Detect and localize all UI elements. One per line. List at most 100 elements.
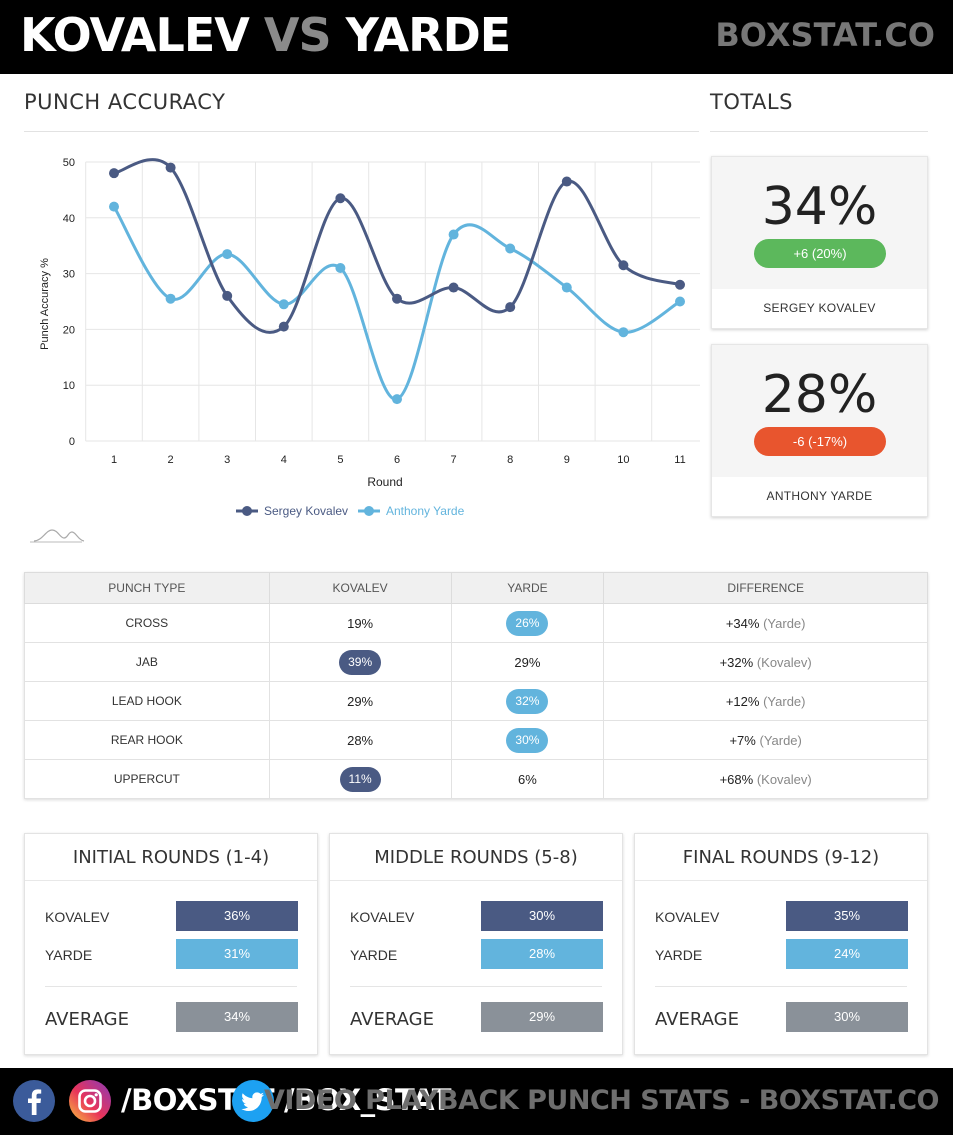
table-row: LEAD HOOK 29% 32% +12% (Yarde) — [24, 681, 928, 721]
round-card: INITIAL ROUNDS (1-4) KOVALEV 36% YARDE 31% AV… — [24, 833, 318, 1055]
data-point[interactable] — [448, 229, 459, 240]
legend-label[interactable]: Sergey Kovalev — [264, 504, 348, 518]
data-point[interactable] — [561, 176, 572, 187]
data-point[interactable] — [618, 260, 629, 271]
x-tick-label: 6 — [394, 454, 400, 466]
round-average-bar: 29% — [481, 1002, 603, 1032]
round-card-divider — [655, 986, 907, 987]
yarde-cell: 32% — [450, 681, 605, 721]
round-kovalev-label: KOVALEV — [350, 909, 415, 925]
x-tick-label: 7 — [451, 454, 457, 466]
table-header-difference: DIFFERENCE — [603, 572, 928, 604]
chart-grid — [85, 161, 700, 442]
round-yarde-bar: 31% — [176, 939, 298, 969]
data-point[interactable] — [165, 293, 176, 304]
data-point[interactable] — [675, 296, 685, 307]
legend-swatch-marker — [364, 506, 374, 516]
difference-cell: +12% (Yarde) — [603, 681, 928, 721]
data-point[interactable] — [561, 282, 572, 293]
round-average-bar: 34% — [176, 1002, 298, 1032]
x-tick-label: 10 — [617, 454, 629, 466]
round-card-divider — [45, 986, 297, 987]
data-point[interactable] — [278, 299, 289, 310]
x-tick-label: 4 — [281, 454, 287, 466]
punch-accuracy-chart: 0 10 20 30 40 50 1 2 3 4 5 6 7 8 9 10 11 Punch Accuracy… — [30, 157, 700, 543]
data-point[interactable] — [335, 193, 346, 204]
footer-handle-box-stat[interactable]: /BOX_STAT — [284, 1083, 452, 1117]
total-card-top: 34% +6 (20%) — [712, 157, 927, 289]
totals-section-title: TOTALS — [710, 90, 793, 114]
data-point[interactable] — [675, 279, 685, 290]
punch-type-cell: JAB — [24, 642, 270, 682]
round-card: FINAL ROUNDS (9-12) KOVALEV 35% YARDE 24% AVE… — [634, 833, 928, 1055]
chart-series — [109, 158, 685, 405]
facebook-icon[interactable] — [12, 1079, 56, 1123]
table-header-punch-type: PUNCH TYPE — [24, 572, 270, 604]
title-name-left: KOVALEV — [20, 8, 250, 62]
data-point[interactable] — [448, 282, 459, 293]
difference-leader: (Kovalev) — [756, 654, 812, 670]
data-point[interactable] — [392, 293, 402, 304]
legend-label[interactable]: Anthony Yarde — [386, 504, 465, 518]
yarde-highlight-pill: 32% — [506, 688, 549, 714]
y-tick-label: 0 — [69, 436, 75, 448]
y-tick-label: 40 — [63, 213, 75, 225]
difference-cell: +32% (Kovalev) — [603, 642, 928, 682]
data-point[interactable] — [505, 243, 516, 254]
yarde-cell: 26% — [450, 603, 605, 643]
punch-type-cell: CROSS — [24, 603, 270, 643]
yarde-cell: 29% — [450, 642, 605, 682]
data-point[interactable] — [278, 321, 289, 332]
data-point[interactable] — [109, 168, 119, 179]
chart-x-label: Round — [367, 475, 402, 489]
round-yarde-bar: 24% — [786, 939, 908, 969]
data-point[interactable] — [505, 302, 516, 313]
y-tick-label: 10 — [63, 380, 75, 392]
round-card-title: INITIAL ROUNDS (1-4) — [25, 834, 317, 881]
total-percent: 34% — [761, 177, 878, 237]
difference-leader: (Yarde) — [763, 693, 806, 709]
x-tick-label: 2 — [168, 454, 174, 466]
round-kovalev-label: KOVALEV — [655, 909, 720, 925]
chart-y-label: Punch Accuracy % — [39, 258, 51, 350]
accuracy-section-title: PUNCH ACCURACY — [24, 90, 226, 114]
x-tick-label: 8 — [507, 454, 513, 466]
y-tick-label: 50 — [63, 157, 75, 169]
round-yarde-bar: 28% — [481, 939, 603, 969]
table-row: JAB 39% 29% +32% (Kovalev) — [24, 642, 928, 682]
data-point[interactable] — [222, 290, 233, 301]
round-card-title: FINAL ROUNDS (9-12) — [635, 834, 927, 881]
kovalev-highlight-pill: 39% — [339, 649, 382, 675]
data-point[interactable] — [392, 394, 402, 405]
title-vs: VS — [263, 8, 332, 62]
series-line — [113, 158, 681, 334]
difference-value: +7% — [729, 732, 756, 748]
yarde-value: 6% — [518, 771, 537, 787]
round-kovalev-bar: 36% — [176, 901, 298, 931]
data-point[interactable] — [618, 327, 629, 338]
punch-type-table: PUNCH TYPE KOVALEV YARDE DIFFERENCE CROS… — [24, 572, 928, 799]
yarde-cell: 6% — [450, 759, 605, 799]
footer: /BOXSTAT /BOX_STAT VIDEO PLAYBACK PUNCH … — [0, 1068, 953, 1135]
data-point[interactable] — [165, 162, 176, 173]
brand-logo[interactable]: BOXSTAT.CO — [715, 16, 935, 54]
difference-value: +34% — [725, 615, 760, 631]
round-card-title: MIDDLE ROUNDS (5-8) — [330, 834, 622, 881]
data-point[interactable] — [222, 249, 233, 260]
kovalev-value: 19% — [347, 615, 374, 631]
table-header-row: PUNCH TYPE KOVALEV YARDE DIFFERENCE — [24, 572, 928, 604]
table-header-yarde: YARDE — [450, 572, 605, 604]
kovalev-value: 29% — [347, 693, 374, 709]
difference-value: +32% — [719, 654, 754, 670]
data-point[interactable] — [335, 263, 346, 274]
kovalev-cell: 19% — [268, 603, 452, 643]
round-card: MIDDLE ROUNDS (5-8) KOVALEV 30% YARDE 28% AVE… — [329, 833, 623, 1055]
data-point[interactable] — [109, 201, 119, 212]
yarde-highlight-pill: 30% — [506, 727, 549, 753]
round-yarde-label: YARDE — [655, 947, 703, 963]
instagram-icon[interactable] — [68, 1079, 112, 1123]
totals-title-rule — [710, 131, 928, 132]
round-yarde-label: YARDE — [350, 947, 398, 963]
twitter-icon[interactable] — [231, 1079, 275, 1123]
table-header-kovalev: KOVALEV — [268, 572, 452, 604]
